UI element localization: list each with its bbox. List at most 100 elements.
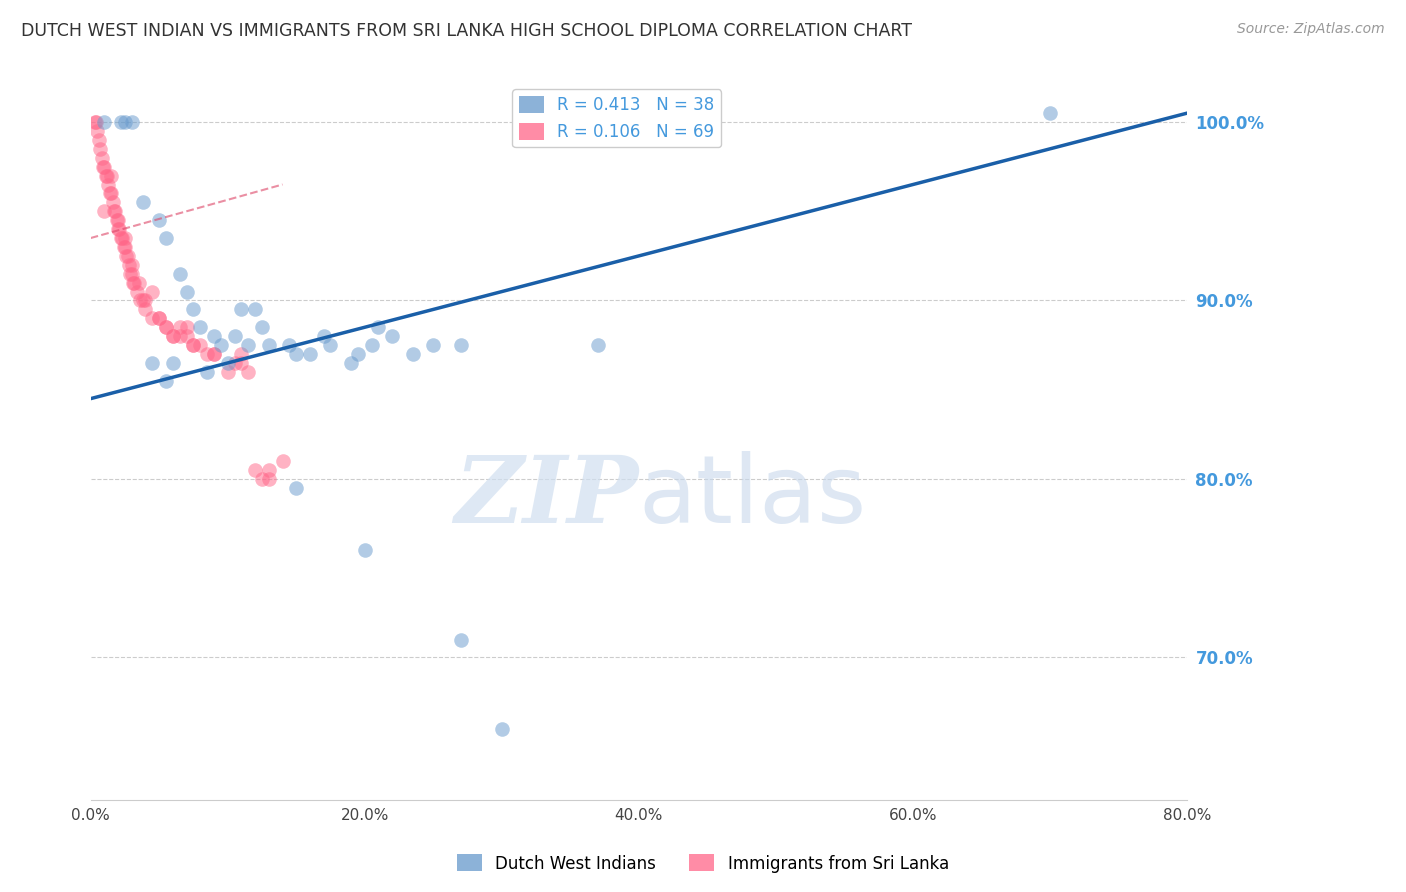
Point bbox=[450, 632, 472, 647]
Point bbox=[257, 463, 280, 477]
Point bbox=[105, 213, 128, 227]
Point bbox=[169, 329, 191, 343]
Point bbox=[155, 374, 177, 388]
Point bbox=[231, 356, 253, 370]
Point bbox=[162, 329, 184, 343]
Point bbox=[195, 365, 218, 379]
Point bbox=[257, 472, 280, 486]
Point bbox=[87, 133, 110, 147]
Point bbox=[586, 338, 609, 352]
Point bbox=[183, 338, 205, 352]
Point bbox=[98, 186, 121, 201]
Point bbox=[141, 356, 163, 370]
Point bbox=[217, 356, 239, 370]
Point bbox=[100, 169, 122, 183]
Point bbox=[107, 213, 129, 227]
Point bbox=[110, 115, 132, 129]
Point bbox=[312, 329, 335, 343]
Point bbox=[224, 329, 246, 343]
Point bbox=[114, 231, 136, 245]
Point bbox=[90, 151, 112, 165]
Point bbox=[93, 204, 115, 219]
Point bbox=[202, 347, 225, 361]
Point bbox=[86, 124, 108, 138]
Point bbox=[450, 338, 472, 352]
Point bbox=[224, 356, 246, 370]
Point bbox=[124, 276, 146, 290]
Point bbox=[141, 311, 163, 326]
Point bbox=[202, 347, 225, 361]
Point bbox=[121, 258, 143, 272]
Point bbox=[183, 302, 205, 317]
Point bbox=[101, 195, 124, 210]
Point bbox=[118, 258, 141, 272]
Point bbox=[103, 204, 125, 219]
Point bbox=[91, 160, 114, 174]
Point bbox=[188, 320, 211, 334]
Point bbox=[100, 186, 122, 201]
Point bbox=[104, 204, 127, 219]
Point bbox=[250, 472, 273, 486]
Point bbox=[238, 338, 260, 352]
Point bbox=[94, 169, 117, 183]
Point bbox=[111, 231, 134, 245]
Point bbox=[360, 338, 382, 352]
Point bbox=[148, 311, 170, 326]
Point bbox=[353, 543, 375, 558]
Point bbox=[195, 347, 218, 361]
Point bbox=[155, 320, 177, 334]
Point bbox=[169, 320, 191, 334]
Point bbox=[209, 338, 232, 352]
Point bbox=[340, 356, 363, 370]
Point bbox=[131, 293, 153, 308]
Point bbox=[188, 338, 211, 352]
Legend: Dutch West Indians, Immigrants from Sri Lanka: Dutch West Indians, Immigrants from Sri … bbox=[450, 847, 956, 880]
Point bbox=[96, 169, 118, 183]
Point bbox=[155, 320, 177, 334]
Point bbox=[347, 347, 370, 361]
Text: atlas: atlas bbox=[638, 450, 868, 542]
Text: ZIP: ZIP bbox=[454, 451, 638, 541]
Point bbox=[176, 285, 198, 299]
Point bbox=[367, 320, 389, 334]
Point bbox=[121, 267, 143, 281]
Text: DUTCH WEST INDIAN VS IMMIGRANTS FROM SRI LANKA HIGH SCHOOL DIPLOMA CORRELATION C: DUTCH WEST INDIAN VS IMMIGRANTS FROM SRI… bbox=[21, 22, 912, 40]
Point bbox=[97, 178, 120, 192]
Point bbox=[112, 240, 135, 254]
Point bbox=[93, 160, 115, 174]
Point bbox=[238, 365, 260, 379]
Point bbox=[83, 115, 105, 129]
Point bbox=[298, 347, 321, 361]
Point bbox=[231, 302, 253, 317]
Point bbox=[162, 329, 184, 343]
Point bbox=[93, 115, 115, 129]
Point bbox=[422, 338, 444, 352]
Point bbox=[319, 338, 342, 352]
Point bbox=[89, 142, 111, 156]
Point bbox=[129, 293, 152, 308]
Point bbox=[131, 195, 153, 210]
Point bbox=[108, 222, 131, 236]
Point bbox=[84, 115, 107, 129]
Point bbox=[148, 213, 170, 227]
Point bbox=[285, 347, 308, 361]
Point bbox=[202, 329, 225, 343]
Point bbox=[257, 338, 280, 352]
Point bbox=[271, 454, 294, 468]
Point bbox=[243, 463, 266, 477]
Point bbox=[183, 338, 205, 352]
Point bbox=[148, 311, 170, 326]
Point bbox=[128, 276, 150, 290]
Point bbox=[120, 267, 142, 281]
Point bbox=[115, 249, 138, 263]
Point bbox=[134, 293, 156, 308]
Point bbox=[250, 320, 273, 334]
Point bbox=[134, 302, 156, 317]
Point bbox=[278, 338, 301, 352]
Point bbox=[117, 249, 139, 263]
Point bbox=[176, 329, 198, 343]
Point bbox=[122, 276, 145, 290]
Point bbox=[231, 347, 253, 361]
Point bbox=[110, 231, 132, 245]
Point bbox=[155, 231, 177, 245]
